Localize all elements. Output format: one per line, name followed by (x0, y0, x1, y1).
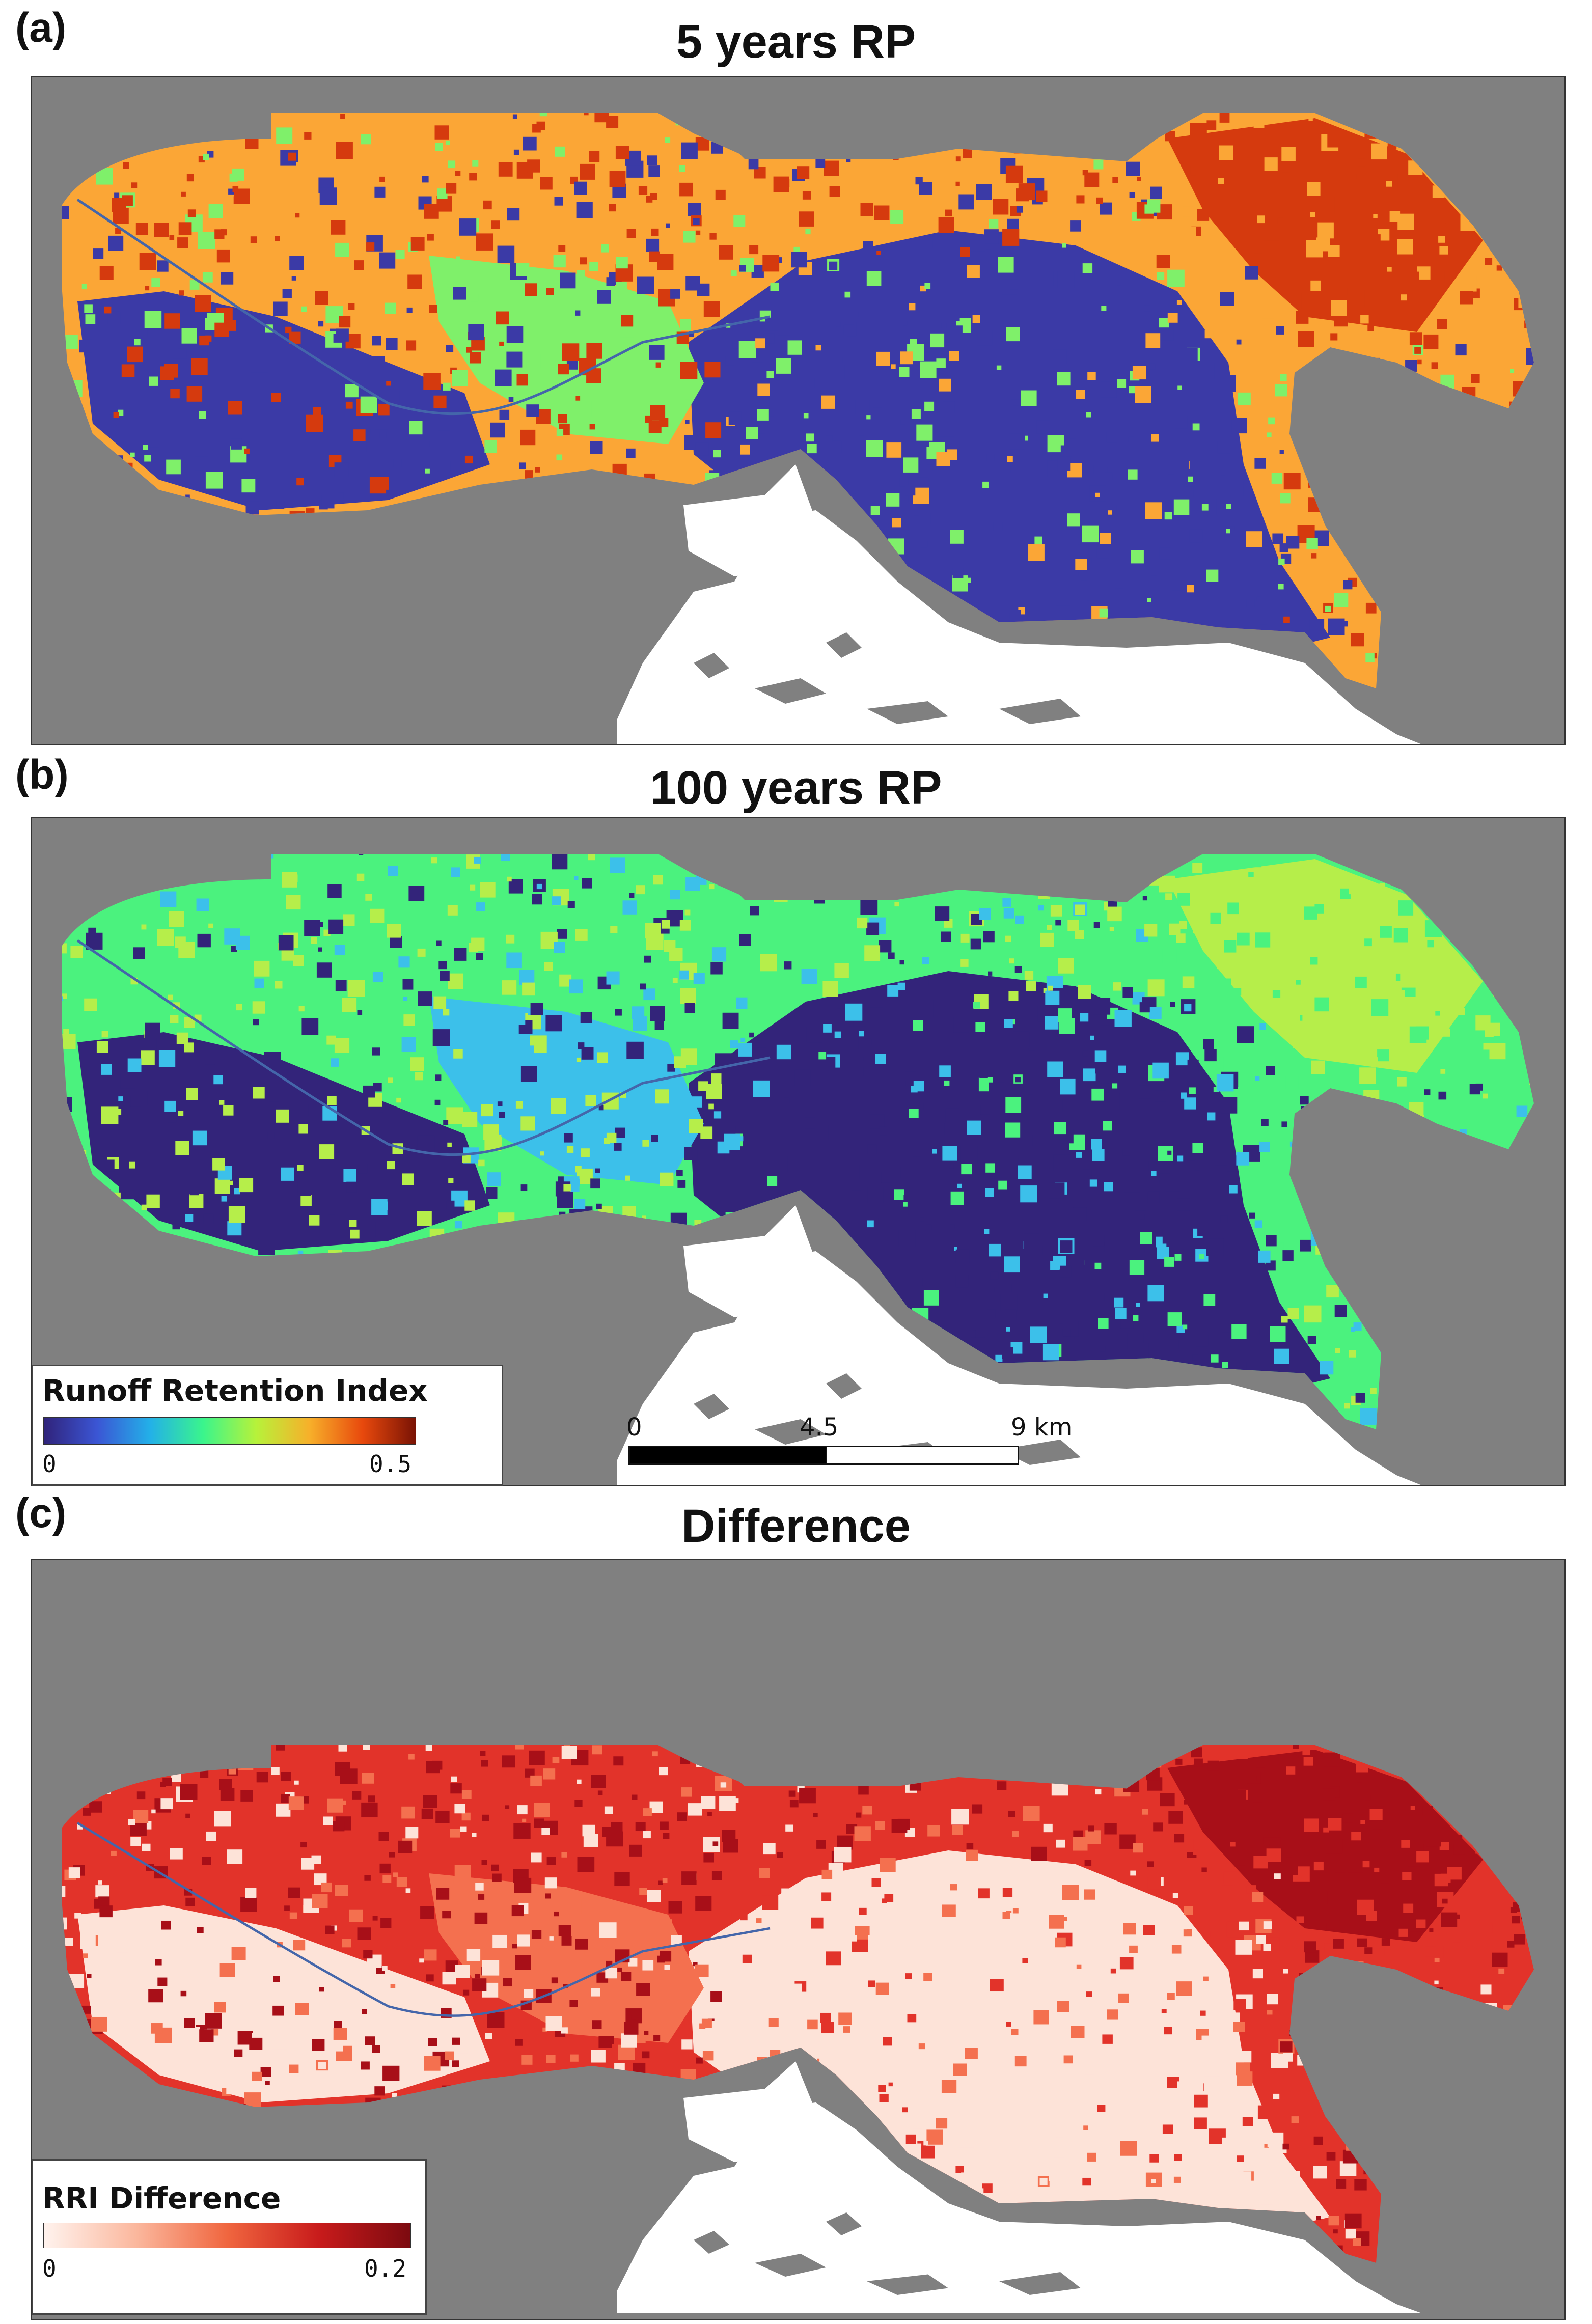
diff-legend-min: 0 (42, 2255, 57, 2282)
sea (617, 510, 1422, 744)
scale-label-mid: 4.5 (800, 1413, 839, 1442)
sea (617, 2102, 1422, 2313)
island (999, 699, 1081, 724)
island (694, 653, 729, 678)
map-b-svg (32, 818, 1564, 1485)
panel-a-title: 5 years RP (676, 16, 916, 68)
river (76, 198, 771, 416)
island (755, 678, 826, 704)
island (867, 701, 948, 724)
panel-b-title: 100 years RP (650, 762, 942, 814)
urban-west (77, 1032, 490, 1251)
map-panel-b (31, 817, 1566, 1486)
inlet (683, 464, 816, 576)
island (694, 1394, 729, 1419)
island (755, 2254, 826, 2277)
scale-label-end: 9 km (1011, 1413, 1073, 1442)
panel-c-title: Difference (681, 1500, 911, 1552)
island (999, 2272, 1081, 2295)
island (755, 1419, 826, 1445)
river (76, 1822, 771, 2017)
urban-west (77, 291, 490, 510)
island (694, 2231, 729, 2254)
panel-c-label: (c) (15, 1490, 67, 1536)
scale-bar-black (628, 1446, 827, 1465)
panel-a-label: (a) (15, 5, 67, 51)
island (826, 1373, 862, 1399)
diff-legend: RRI Difference 0 0.2 (32, 2159, 427, 2315)
scale-bar-white (826, 1446, 1019, 1465)
map-panel-c (31, 1559, 1566, 2320)
island (826, 2212, 862, 2235)
scale-label-0: 0 (626, 1413, 642, 1442)
island (867, 2274, 948, 2295)
sea (617, 1251, 1422, 1485)
rri-legend: Runoff Retention Index 0 0.5 (32, 1365, 503, 1486)
map-panel-a (31, 76, 1566, 745)
inlet (683, 2061, 816, 2162)
panel-b-label: (b) (15, 752, 69, 798)
rri-legend-title: Runoff Retention Index (42, 1373, 428, 1408)
rri-colorbar (43, 1417, 416, 1445)
scale-bar: 0 4.5 9 km (626, 1413, 1072, 1474)
diff-colorbar (43, 2223, 411, 2248)
river (76, 939, 771, 1156)
mid-zone (429, 1873, 704, 2043)
diff-legend-title: RRI Difference (42, 2181, 281, 2216)
island (826, 632, 862, 658)
rri-legend-max: 0.5 (369, 1450, 412, 1478)
rri-legend-min: 0 (42, 1450, 57, 1478)
urban-west (77, 1905, 490, 2102)
diff-legend-max: 0.2 (364, 2255, 407, 2282)
map-a-svg (32, 77, 1564, 744)
island (999, 1440, 1081, 1465)
map-c-svg (32, 1560, 1564, 2319)
inlet (683, 1205, 816, 1317)
